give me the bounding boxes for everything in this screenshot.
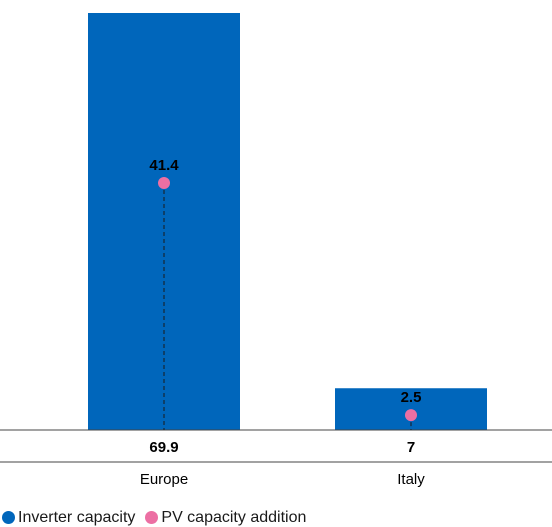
- point-europe: [158, 177, 170, 190]
- legend-marker-inverter-capacity: [2, 511, 15, 524]
- point-italy: [405, 409, 417, 422]
- bar-value-label-italy: 7: [407, 439, 415, 456]
- legend-label-pv-capacity-addition: PV capacity addition: [161, 508, 307, 526]
- legend-label-inverter-capacity: Inverter capacity: [18, 508, 136, 526]
- bars-layer: [88, 13, 487, 430]
- legend: Inverter capacity PV capacity addition: [2, 508, 316, 527]
- legend-item-inverter-capacity: Inverter capacity: [2, 509, 135, 527]
- legend-marker-pv-capacity-addition: [145, 511, 159, 524]
- point-value-label-europe: 41.4: [149, 157, 179, 174]
- labels-layer: 41.4 69.9 Europe 2.5 7 Italy: [140, 157, 425, 488]
- point-value-label-italy: 2.5: [401, 389, 422, 406]
- category-label-italy: Italy: [397, 471, 425, 488]
- points-layer: [158, 177, 417, 422]
- category-label-europe: Europe: [140, 471, 188, 488]
- legend-item-pv-capacity-addition: PV capacity addition: [145, 509, 306, 527]
- bar-value-label-europe: 69.9: [149, 439, 178, 456]
